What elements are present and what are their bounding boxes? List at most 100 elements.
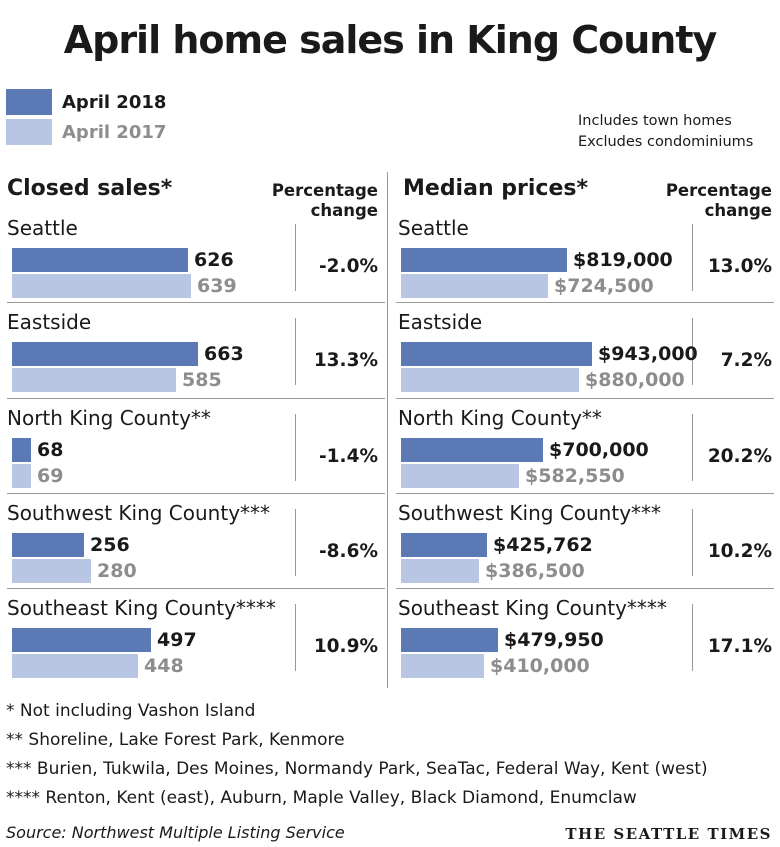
median-prices-bar-eastside-2018 — [401, 342, 592, 366]
footnote-3: *** Burien, Tukwila, Des Moines, Normand… — [6, 759, 708, 779]
closed-sales-row-divider — [7, 493, 385, 494]
closed-sales-bar-southwest-king-2018 — [12, 533, 84, 557]
closed-sales-pct-change-seattle: -2.0% — [319, 256, 378, 277]
median-prices-bar-label-seattle-2018: $819,000 — [573, 249, 673, 271]
median-prices-region-label-eastside: Eastside — [398, 310, 483, 334]
median-prices-pct-divider-southwest-king — [692, 509, 693, 576]
closed-sales-bar-label-north-king-2018: 68 — [37, 439, 64, 461]
footnote-2: ** Shoreline, Lake Forest Park, Kenmore — [6, 730, 345, 750]
median-prices-bar-eastside-2017 — [401, 368, 579, 392]
closed-sales-pct-change-southeast-king: 10.9% — [313, 636, 378, 657]
legend-swatch-previous — [6, 119, 52, 145]
closed-sales-bar-label-southeast-king-2018: 497 — [157, 629, 197, 651]
closed-sales-bar-label-north-king-2017: 69 — [37, 465, 64, 487]
closed-sales-region-label-southeast-king: Southeast King County**** — [7, 596, 276, 620]
median-prices-row-divider — [396, 588, 774, 589]
legend-swatch-current — [6, 89, 52, 115]
median-prices-pct-heading-line1: Percentage — [665, 181, 772, 200]
closed-sales-row-divider — [7, 302, 385, 303]
median-prices-row-divider — [396, 302, 774, 303]
closed-sales-region-label-southwest-king: Southwest King County*** — [7, 501, 271, 525]
median-prices-pct-divider-southeast-king — [692, 604, 693, 671]
median-prices-pct-change-seattle: 13.0% — [707, 256, 772, 277]
closed-sales-pct-divider-seattle — [295, 224, 296, 291]
closed-sales-bar-eastside-2017 — [12, 368, 176, 392]
closed-sales-pct-heading-line1: Percentage — [271, 181, 378, 200]
median-prices-bar-label-southwest-king-2017: $386,500 — [485, 560, 585, 582]
closed-sales-pct-change-north-king: -1.4% — [319, 446, 378, 467]
closed-sales-bar-seattle-2017 — [12, 274, 191, 298]
median-prices-pct-heading: Percentage change — [640, 181, 772, 221]
median-prices-pct-divider-eastside — [692, 318, 693, 385]
footnote-1: * Not including Vashon Island — [6, 701, 256, 721]
median-prices-row-divider — [396, 493, 774, 494]
median-prices-bar-label-southwest-king-2018: $425,762 — [493, 534, 593, 556]
closed-sales-row-divider — [7, 588, 385, 589]
closed-sales-pct-change-southwest-king: -8.6% — [319, 541, 378, 562]
median-prices-pct-change-north-king: 20.2% — [707, 446, 772, 467]
closed-sales-pct-divider-eastside — [295, 318, 296, 385]
median-prices-bar-label-seattle-2017: $724,500 — [554, 275, 654, 297]
median-prices-bar-southeast-king-2017 — [401, 654, 484, 678]
footnotes: * Not including Vashon Island ** Shoreli… — [6, 697, 708, 813]
closed-sales-bar-label-southwest-king-2017: 280 — [97, 560, 137, 582]
median-prices-bar-seattle-2018 — [401, 248, 567, 272]
closed-sales-bar-label-eastside-2017: 585 — [182, 369, 222, 391]
legend-label-current: April 2018 — [62, 92, 167, 113]
panel-divider — [387, 172, 388, 688]
median-prices-bar-label-eastside-2018: $943,000 — [598, 343, 698, 365]
note-includes: Includes town homes — [578, 113, 732, 129]
median-prices-row-divider — [396, 398, 774, 399]
closed-sales-bar-southeast-king-2018 — [12, 628, 151, 652]
closed-sales-bar-north-king-2018 — [12, 438, 31, 462]
closed-sales-pct-divider-southeast-king — [295, 604, 296, 671]
source-credit: Source: Northwest Multiple Listing Servi… — [6, 823, 345, 842]
median-prices-pct-divider-north-king — [692, 414, 693, 481]
closed-sales-bar-label-seattle-2017: 639 — [197, 275, 237, 297]
legend-label-previous: April 2017 — [62, 122, 167, 143]
median-prices-bar-southwest-king-2018 — [401, 533, 487, 557]
closed-sales-bar-southwest-king-2017 — [12, 559, 91, 583]
median-prices-region-label-southwest-king: Southwest King County*** — [398, 501, 662, 525]
closed-sales-heading: Closed sales* — [7, 176, 173, 201]
median-prices-pct-change-southeast-king: 17.1% — [707, 636, 772, 657]
closed-sales-bar-label-southwest-king-2018: 256 — [90, 534, 130, 556]
closed-sales-bar-label-eastside-2018: 663 — [204, 343, 244, 365]
median-prices-region-label-north-king: North King County** — [398, 406, 602, 430]
closed-sales-bar-label-southeast-king-2017: 448 — [144, 655, 184, 677]
notes: Includes town homes Excludes condominium… — [578, 111, 753, 153]
median-prices-bar-seattle-2017 — [401, 274, 548, 298]
closed-sales-region-label-eastside: Eastside — [7, 310, 92, 334]
median-prices-bar-label-southeast-king-2018: $479,950 — [504, 629, 604, 651]
brand-logo-text: THE SEATTLE TIMES — [565, 825, 772, 843]
closed-sales-pct-heading: Percentage change — [250, 181, 378, 221]
median-prices-region-label-southeast-king: Southeast King County**** — [398, 596, 667, 620]
closed-sales-pct-divider-north-king — [295, 414, 296, 481]
closed-sales-pct-divider-southwest-king — [295, 509, 296, 576]
median-prices-pct-change-southwest-king: 10.2% — [707, 541, 772, 562]
closed-sales-row-divider — [7, 398, 385, 399]
median-prices-bar-label-eastside-2017: $880,000 — [585, 369, 685, 391]
closed-sales-region-label-seattle: Seattle — [7, 216, 78, 240]
note-excludes: Excludes condominiums — [578, 134, 754, 150]
median-prices-region-label-seattle: Seattle — [398, 216, 469, 240]
closed-sales-bar-eastside-2018 — [12, 342, 198, 366]
median-prices-bar-label-north-king-2017: $582,550 — [525, 465, 625, 487]
median-prices-bar-southwest-king-2017 — [401, 559, 479, 583]
closed-sales-bar-seattle-2018 — [12, 248, 188, 272]
closed-sales-region-label-north-king: North King County** — [7, 406, 211, 430]
closed-sales-bar-southeast-king-2017 — [12, 654, 138, 678]
median-prices-bar-label-southeast-king-2017: $410,000 — [490, 655, 590, 677]
closed-sales-bar-label-seattle-2018: 626 — [194, 249, 234, 271]
median-prices-pct-divider-seattle — [692, 224, 693, 291]
median-prices-bar-label-north-king-2018: $700,000 — [549, 439, 649, 461]
median-prices-heading: Median prices* — [403, 176, 588, 201]
median-prices-bar-north-king-2018 — [401, 438, 543, 462]
footnote-4: **** Renton, Kent (east), Auburn, Maple … — [6, 788, 637, 808]
chart-title: April home sales in King County — [63, 18, 718, 62]
closed-sales-pct-heading-line2: change — [310, 201, 378, 220]
median-prices-bar-north-king-2017 — [401, 464, 519, 488]
median-prices-bar-southeast-king-2018 — [401, 628, 498, 652]
median-prices-pct-heading-line2: change — [704, 201, 772, 220]
median-prices-pct-change-eastside: 7.2% — [720, 350, 772, 371]
